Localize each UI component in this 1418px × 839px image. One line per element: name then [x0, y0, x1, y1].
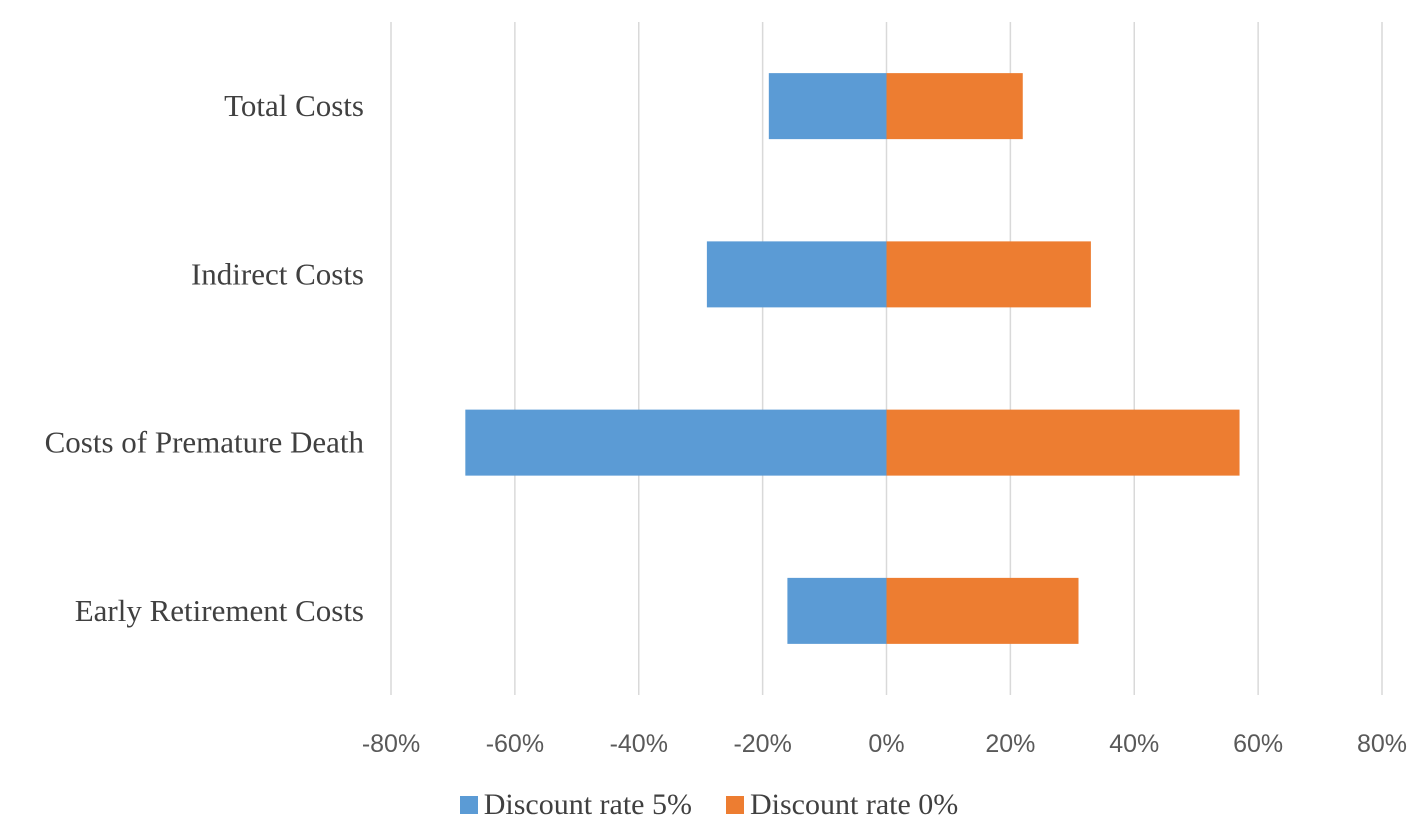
legend-label-series-0: Discount rate 5%	[483, 788, 692, 821]
x-tick-label-2: -40%	[610, 730, 668, 758]
bar-1-0	[886, 73, 1023, 140]
bar-1-2	[886, 409, 1240, 476]
legend-label-series-1: Discount rate 0%	[750, 788, 959, 821]
bar-1-1	[886, 241, 1091, 308]
legend-item-series-0: Discount rate 5%	[459, 788, 692, 822]
legend-item-series-1: Discount rate 0%	[726, 788, 958, 822]
category-label-0: Total Costs	[224, 88, 364, 123]
category-labels: Total Costs Indirect Costs Costs of Premat…	[45, 88, 365, 628]
bar-0-3	[787, 577, 887, 644]
bar-0-1	[706, 241, 887, 308]
legend: Discount rate 5% Discount rate 0%	[0, 788, 1418, 822]
x-tick-label-0: -80%	[362, 730, 420, 758]
bar-0-2	[465, 409, 887, 476]
x-tick-labels: -80% -60% -40% -20% 0% 20% 40% 60% 80%	[362, 730, 1407, 758]
chart-area: Total Costs Indirect Costs Costs of Premat…	[45, 22, 1407, 758]
x-tick-label-1: -60%	[486, 730, 544, 758]
legend-swatch-series-0	[459, 796, 478, 814]
x-tick-label-6: 40%	[1109, 730, 1159, 758]
x-tick-label-8: 80%	[1357, 730, 1407, 758]
x-tick-label-3: -20%	[733, 730, 791, 758]
x-tick-label-7: 60%	[1233, 730, 1283, 758]
bars	[465, 73, 1240, 644]
legend-swatch-series-1	[726, 796, 744, 814]
bar-0-0	[768, 73, 887, 140]
category-label-3: Early Retirement Costs	[75, 593, 364, 628]
category-label-1: Indirect Costs	[191, 256, 364, 291]
x-tick-label-5: 20%	[985, 730, 1035, 758]
bar-1-3	[886, 577, 1079, 644]
category-label-2: Costs of Premature Death	[45, 425, 365, 460]
x-tick-label-4: 0%	[868, 730, 904, 758]
